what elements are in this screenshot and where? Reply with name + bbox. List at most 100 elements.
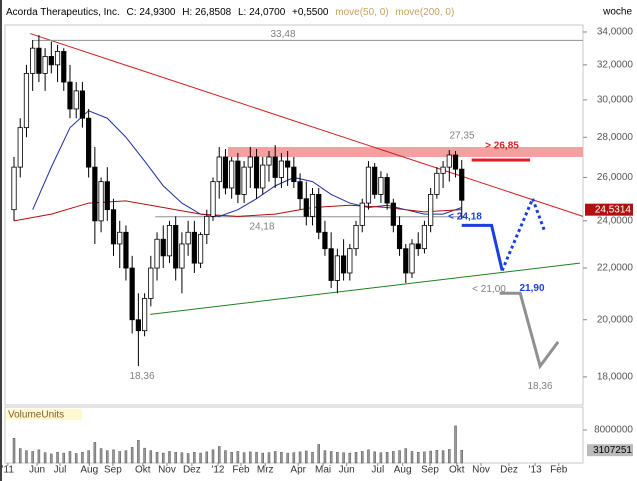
candle-body [173,224,179,269]
resistance-band [227,147,583,157]
volume-bar [106,450,109,464]
volume-bar [50,453,53,464]
drawing-scenario [461,223,504,271]
x-tick-label: Apr [290,465,306,476]
volume-bar [87,450,90,464]
volume-bar [186,453,190,464]
volume-bar [205,451,209,464]
volume-bar [211,449,215,464]
volume-bar [435,449,439,464]
candle-body [117,231,123,245]
candle-body [384,177,390,204]
y-tick-label: 22,0000 [597,263,634,274]
candle-body [36,47,42,74]
annotation: 18,36 [129,371,154,382]
candle-body [129,267,135,321]
candle-body [48,56,54,66]
x-tick-label: Jul [371,465,384,476]
volume-bar [93,442,97,464]
volume-bar [267,452,271,464]
candle-body [334,255,340,281]
volume-bar [292,452,296,464]
x-tick-label: Sep [421,465,439,476]
candle-body [179,243,185,269]
y-tick-label: 20,0000 [597,314,634,325]
volume-bar [217,446,221,464]
volume-bar [392,451,395,464]
volume-bar [193,452,196,464]
candle-body [86,117,92,168]
candle-body [359,202,365,226]
candle-body [110,209,117,245]
x-tick-label: Nov [472,465,490,476]
x-tick-label: '13 [529,465,542,476]
volume-tick-label: 8000000 [594,425,633,436]
candle-body [440,166,446,174]
volume-bar [199,452,202,464]
candle-body [309,193,316,217]
candle-body [403,248,409,274]
x-tick-label: Jun [29,465,45,476]
annotation: 27,35 [449,131,474,142]
annotation: 33,48 [270,29,295,40]
y-tick-label: 24,0000 [597,215,634,226]
volume-label-bg [6,409,82,420]
candle-body [297,181,303,200]
candle-body [123,231,129,269]
volume-bar [12,438,16,464]
candle-body [185,231,191,245]
candle-body [396,224,403,250]
volume-bar [162,452,165,464]
candle-body [241,166,247,195]
volume-bar [416,452,420,464]
x-tick-label: Okt [449,465,465,476]
candle-body [204,215,210,235]
volume-bar [367,449,370,464]
annotation: < 24,18 [448,211,482,222]
candle-body [197,234,204,264]
volume-bar [379,452,383,464]
candle-body [11,166,17,211]
candle-body [216,156,222,183]
header: Acorda Therapeutics, Inc. C: 24,9300 H: … [6,7,454,18]
annotation: < 21,00 [472,284,506,295]
volume-bar [410,451,414,464]
candle-body [17,127,23,168]
candle-body [30,47,36,74]
candle-body [253,156,260,189]
volume-bar [336,452,339,464]
candle-body [291,166,297,183]
x-tick-label: Aug [394,465,412,476]
volume-bar [112,449,115,464]
volume-bar [43,452,47,464]
y-tick-label: 32,0000 [597,59,634,70]
candle-body [166,224,173,257]
period: woche [602,7,632,18]
candle-body [61,51,67,83]
candle-body [328,248,334,281]
drawing-scenario [499,291,560,370]
volume-bar [180,452,184,464]
header-close: C: 24,9300 [127,7,176,18]
candle-body [452,154,459,170]
volume-bar [31,451,34,464]
x-tick-label: Jul [54,465,67,476]
annotation: 24,18 [249,221,274,232]
volume-bar [62,452,66,464]
candle-body [73,90,79,110]
volume-bar [261,452,265,464]
x-tick-label: '11 [2,465,15,476]
volume-bar [68,451,72,464]
candle-body [92,166,98,222]
drawing-trend [30,33,584,217]
candle-body [322,231,328,250]
candle-body [303,198,309,217]
volume-bar [236,451,240,464]
volume-bar [81,452,84,464]
candle-body [79,90,86,119]
candle-body [459,168,465,201]
x-tick-label: Feb [550,465,568,476]
